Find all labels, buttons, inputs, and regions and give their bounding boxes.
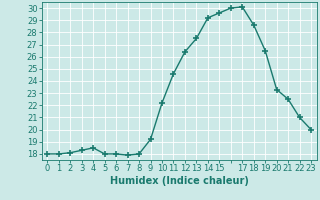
X-axis label: Humidex (Indice chaleur): Humidex (Indice chaleur) xyxy=(110,176,249,186)
